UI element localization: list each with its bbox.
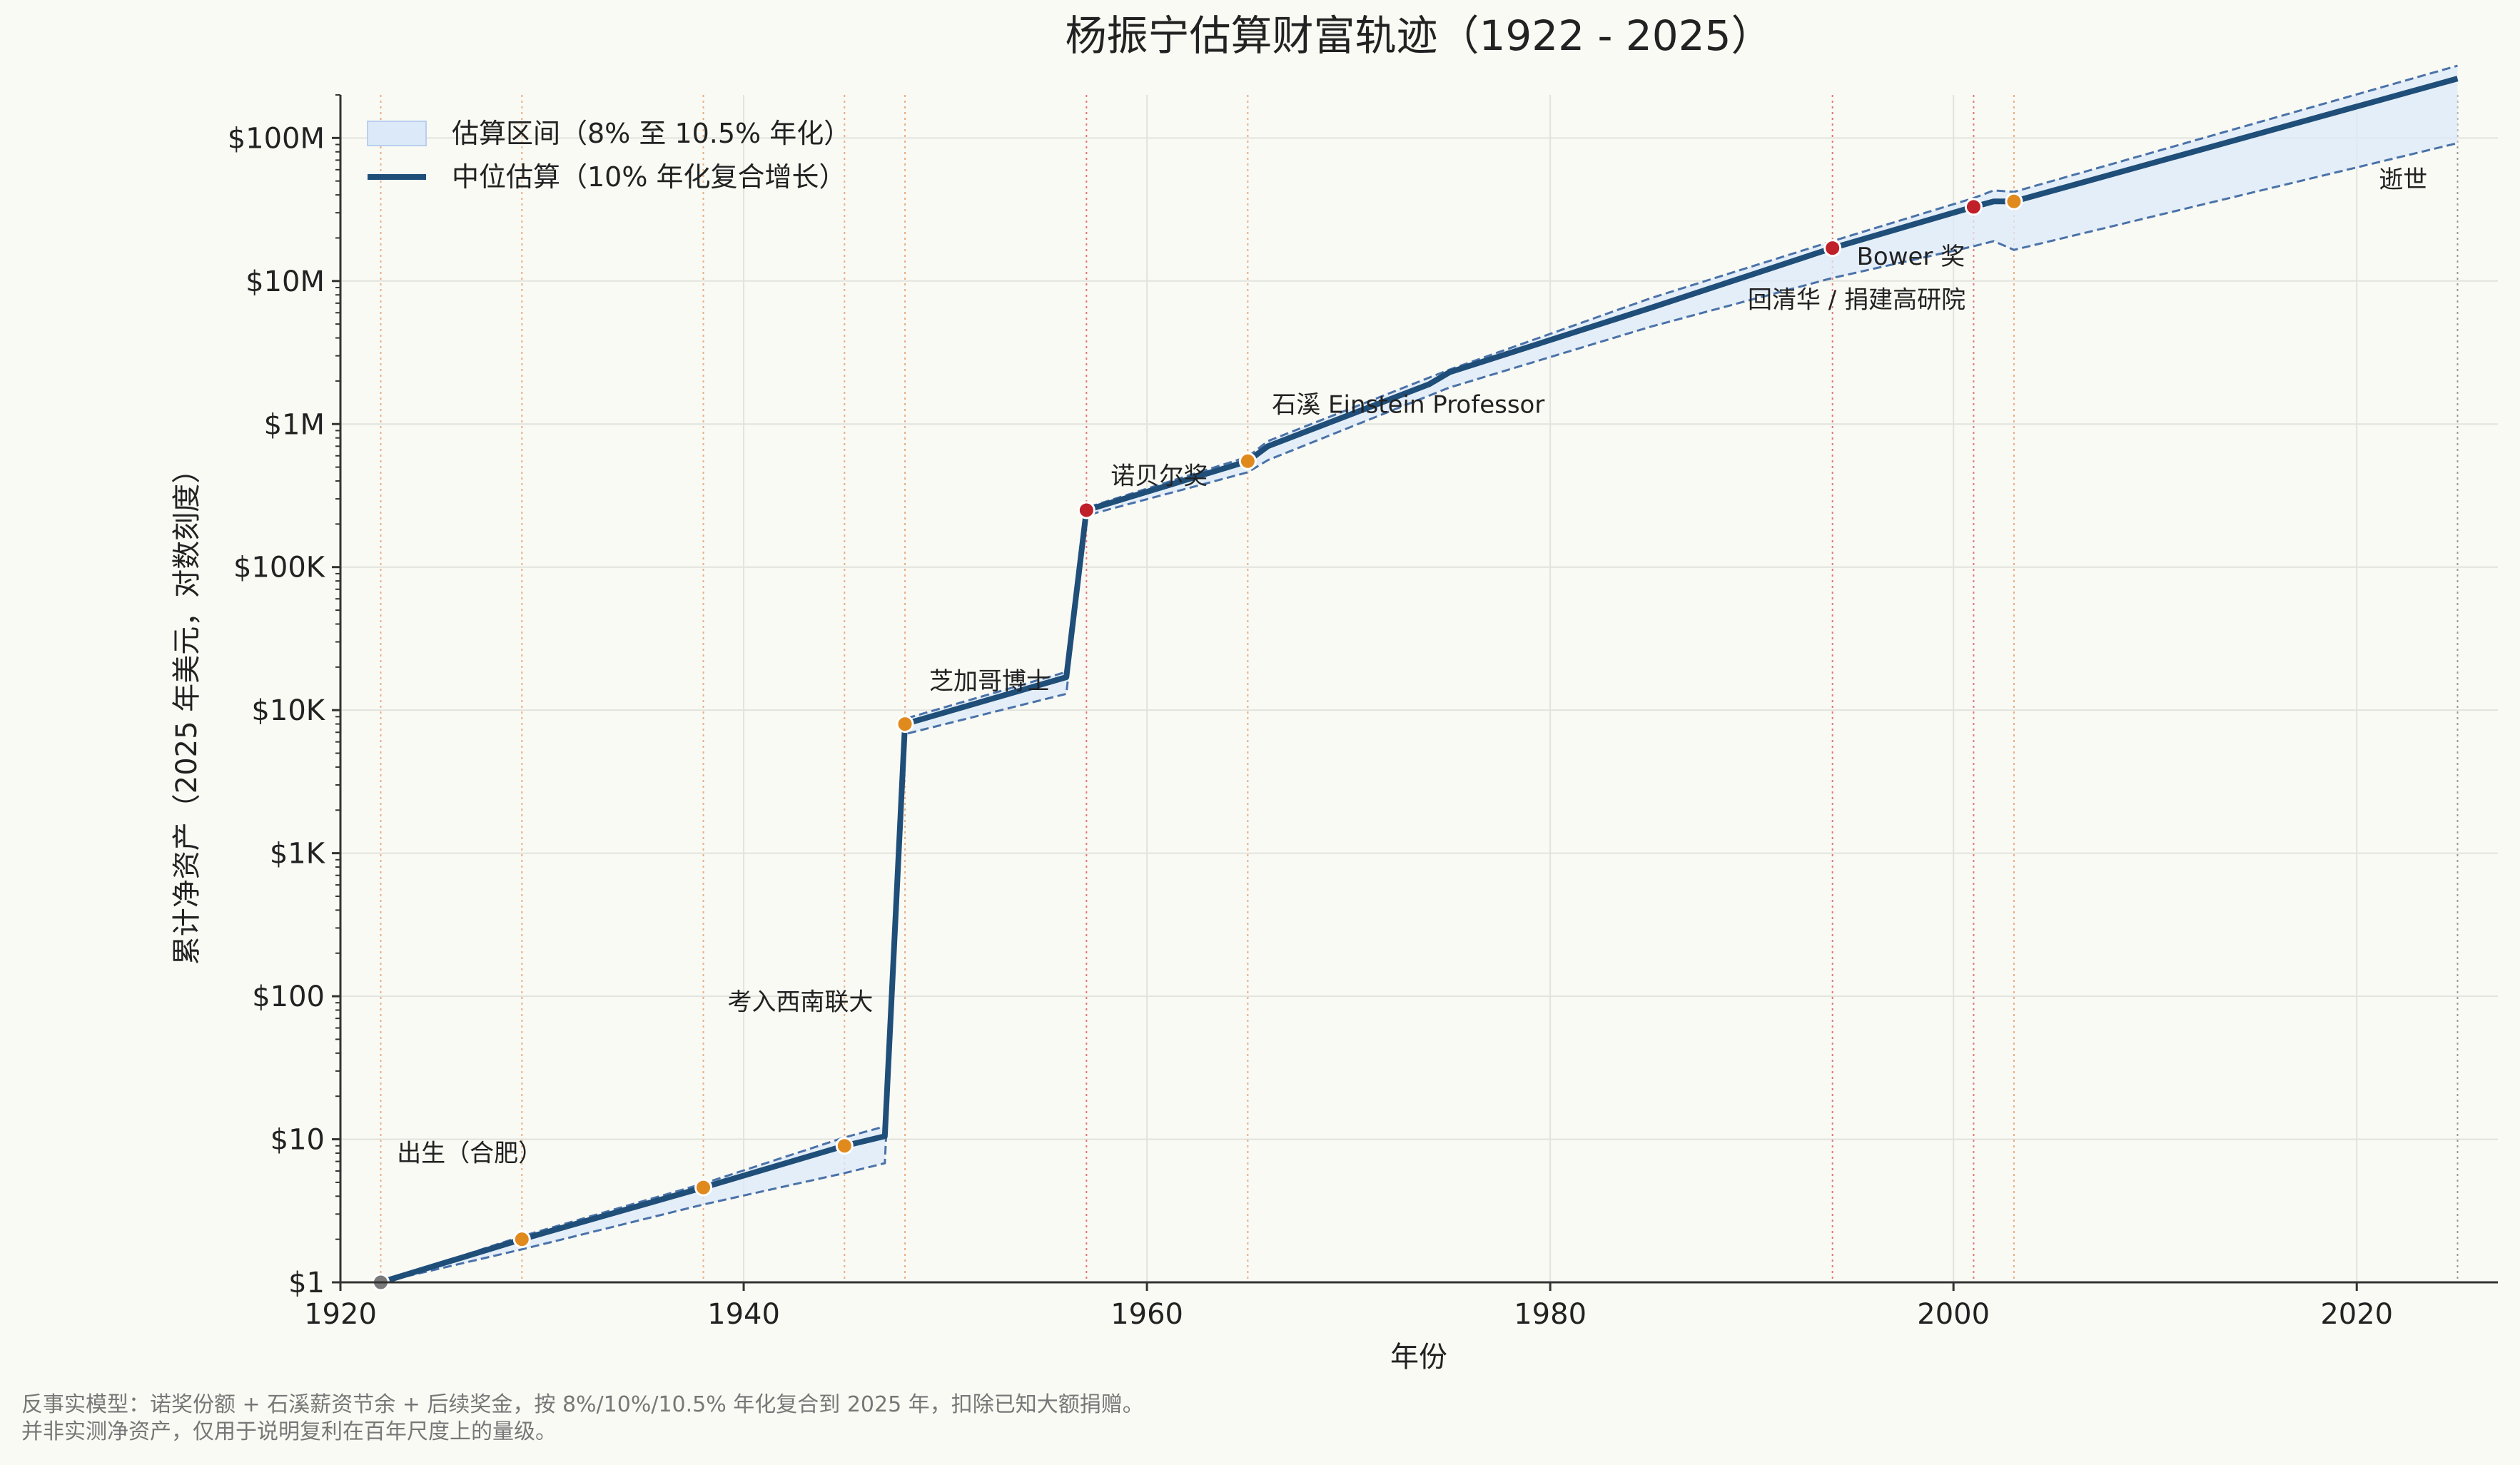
x-tick-label-4: 2000 <box>1917 1298 1990 1331</box>
event-point-3 <box>835 1137 854 1155</box>
y-tick-label-6: $1M <box>264 408 325 441</box>
event-point-9 <box>2005 192 2023 211</box>
tick-labels: 1920 1940 1960 1980 2000 2020 $1 $10 $100 $1K $10K… <box>228 94 2393 1331</box>
y-tick-label-4: $10K <box>251 694 325 727</box>
event-point-7 <box>1823 239 1842 258</box>
event-annotation-5: 诺贝尔奖 <box>1110 462 1208 490</box>
x-tick-label-2: 1960 <box>1110 1298 1183 1331</box>
chart-title: 杨振宁估算财富轨迹（1922 - 2025） <box>1065 11 1772 60</box>
event-points <box>372 192 2023 1292</box>
band-upper-line <box>380 64 2458 1284</box>
legend-swatch-band <box>367 121 427 146</box>
event-point-1 <box>512 1230 531 1249</box>
event-point-4 <box>896 715 914 734</box>
event-annotation-10: 逝世 <box>2379 166 2427 194</box>
y-tick-label-5: $100K <box>233 552 326 584</box>
event-annotation-2: 考入西南联大 <box>727 988 873 1017</box>
y-tick-label-2: $100 <box>252 980 325 1013</box>
event-lines <box>380 95 2459 1282</box>
event-annotation-4: 芝加哥博士 <box>929 667 1051 696</box>
x-axis-label: 年份 <box>1390 1341 1447 1374</box>
legend: 估算区间（8% 至 10.5% 年化） 中位估算（10% 年化复合增长） <box>367 118 851 193</box>
x-tick-label-3: 1980 <box>1514 1298 1587 1331</box>
event-annotation-8: 回清华 / 捐建高研院 <box>1748 285 1965 314</box>
event-point-6 <box>1238 452 1257 470</box>
range-band <box>380 64 2458 1284</box>
y-tick-label-0: $1 <box>288 1267 325 1299</box>
x-tick-label-0: 1920 <box>304 1298 377 1331</box>
median-line-path <box>380 76 2459 1285</box>
event-point-5 <box>1077 501 1095 519</box>
event-annotations: 出生（合肥） 考入西南联大 芝加哥博士 诺贝尔奖 石溪 Einstein Profess… <box>397 166 2427 1168</box>
y-tick-label-7: $10M <box>246 265 325 298</box>
band-lower-line <box>380 142 2458 1284</box>
y-tick-label-1: $10 <box>270 1124 325 1157</box>
y-tick-label-3: $1K <box>270 838 326 871</box>
footnote-line-1: 反事实模型：诺奖份额 + 石溪薪资节余 + 后续奖金，按 8%/10%/10.5… <box>21 1392 1144 1417</box>
event-point-8 <box>1964 198 1983 216</box>
grid-lines <box>340 95 2498 1283</box>
event-annotation-7: Bower 奖 <box>1857 243 1965 271</box>
legend-label-median: 中位估算（10% 年化复合增长） <box>452 161 846 193</box>
event-annotation-6: 石溪 Einstein Professor <box>1272 390 1544 419</box>
footnote-line-2: 并非实测净资产，仅用于说明复利在百年尺度上的量级。 <box>21 1419 557 1444</box>
y-tick-label-8: $100M <box>228 122 325 155</box>
axes <box>339 95 2498 1284</box>
legend-label-band: 估算区间（8% 至 10.5% 年化） <box>452 118 851 149</box>
event-point-2 <box>694 1178 713 1197</box>
y-axis-label: 累计净资产（2025 年美元，对数刻度） <box>171 455 203 965</box>
x-tick-label-5: 2020 <box>2320 1298 2393 1331</box>
band-area <box>380 66 2458 1282</box>
event-annotation-0: 出生（合肥） <box>397 1140 542 1168</box>
x-tick-label-1: 1940 <box>707 1298 780 1331</box>
median-line <box>380 76 2459 1285</box>
